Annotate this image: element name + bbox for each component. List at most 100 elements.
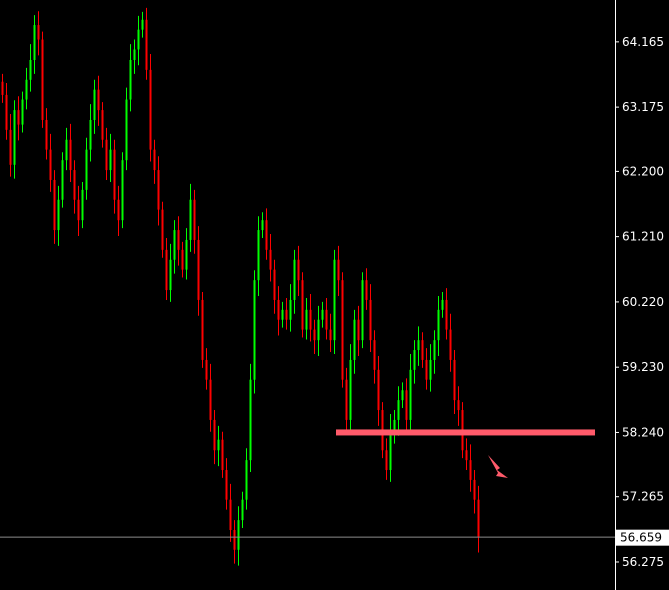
candle-body bbox=[301, 280, 304, 330]
candle-body bbox=[1, 81, 4, 95]
current-price-box bbox=[616, 529, 669, 546]
candle-body bbox=[205, 359, 208, 380]
candle-body bbox=[9, 129, 12, 165]
candle-body bbox=[329, 329, 332, 341]
candle-body bbox=[153, 149, 156, 171]
candle-body bbox=[281, 309, 284, 320]
tick-label: 59.230 bbox=[622, 360, 664, 374]
candle-body bbox=[225, 470, 228, 500]
candle-body bbox=[409, 369, 412, 420]
candle-body bbox=[113, 149, 116, 200]
candle-body bbox=[101, 110, 104, 140]
candle-body bbox=[417, 340, 420, 351]
candle-body bbox=[149, 69, 152, 150]
candle-body bbox=[21, 99, 24, 125]
candle-body bbox=[413, 350, 416, 370]
candle-body bbox=[309, 309, 312, 330]
candle-body bbox=[105, 139, 108, 171]
candle-body bbox=[237, 520, 240, 550]
down-arrow-icon bbox=[488, 455, 508, 478]
candle-body bbox=[61, 160, 64, 200]
candle-body bbox=[393, 419, 396, 430]
candle-body bbox=[209, 379, 212, 420]
support-line[interactable] bbox=[336, 429, 595, 436]
candle-body bbox=[241, 499, 244, 521]
candle-body bbox=[469, 460, 472, 480]
candle-body bbox=[97, 89, 100, 111]
candle-body bbox=[169, 259, 172, 291]
candle-body bbox=[369, 299, 372, 341]
candle-body bbox=[289, 299, 292, 320]
candle-body bbox=[445, 299, 448, 330]
candle-body bbox=[257, 230, 260, 281]
candle-body bbox=[425, 359, 428, 380]
candle-body bbox=[69, 139, 72, 171]
candle-body bbox=[217, 439, 220, 451]
candle-body bbox=[273, 269, 276, 300]
candle-body bbox=[261, 220, 264, 231]
candle-body bbox=[333, 259, 336, 341]
candle-body bbox=[45, 119, 48, 150]
candle-body bbox=[345, 379, 348, 420]
candle-body bbox=[125, 99, 128, 161]
candle-body bbox=[181, 249, 184, 270]
candle-body bbox=[465, 450, 468, 461]
candle-body bbox=[325, 309, 328, 330]
candle-body bbox=[189, 199, 192, 240]
candle-body bbox=[349, 359, 352, 420]
candle-body bbox=[285, 309, 288, 320]
candle-body bbox=[341, 280, 344, 380]
candles bbox=[1, 7, 480, 566]
candle-body bbox=[29, 59, 32, 80]
candle-body bbox=[41, 39, 44, 120]
candle-body bbox=[405, 390, 408, 420]
candle-body bbox=[357, 319, 360, 341]
candle-body bbox=[401, 390, 404, 401]
candle-body bbox=[165, 249, 168, 291]
candle-body bbox=[397, 400, 400, 420]
candle-body bbox=[353, 319, 356, 360]
candle-body bbox=[433, 340, 436, 360]
candle-body bbox=[337, 259, 340, 281]
candle-body bbox=[13, 110, 16, 165]
candle-body bbox=[81, 189, 84, 221]
candle-body bbox=[49, 149, 52, 180]
candle-body bbox=[389, 429, 392, 471]
candle-body bbox=[137, 29, 140, 50]
tick-label: 61.210 bbox=[622, 230, 664, 244]
candle-body bbox=[85, 149, 88, 190]
candle-body bbox=[73, 170, 76, 200]
tick-label: 60.220 bbox=[622, 295, 664, 309]
candle-body bbox=[265, 220, 268, 250]
candle-body bbox=[249, 379, 252, 461]
candle-body bbox=[277, 299, 280, 320]
candle-body bbox=[385, 450, 388, 471]
candle-body bbox=[173, 230, 176, 260]
candle-body bbox=[449, 329, 452, 360]
candle-body bbox=[441, 299, 444, 310]
tick-label: 62.200 bbox=[622, 164, 664, 178]
candle-body bbox=[193, 199, 196, 240]
candle-body bbox=[117, 199, 120, 221]
candle-body bbox=[233, 530, 236, 550]
candle-body bbox=[197, 239, 200, 300]
candle-body bbox=[37, 25, 40, 40]
candle-body bbox=[229, 499, 232, 531]
candle-body bbox=[77, 199, 80, 221]
candle-body bbox=[133, 49, 136, 60]
candle-body bbox=[145, 19, 148, 70]
candle-body bbox=[321, 309, 324, 320]
candle-body bbox=[421, 340, 424, 360]
candle-body bbox=[245, 460, 248, 500]
price-axis: 64.165 63.175 62.200 61.210 60.220 59.230 58.2… bbox=[615, 35, 664, 569]
tick-label: 56.275 bbox=[622, 555, 664, 569]
candle-body bbox=[201, 299, 204, 360]
candle-body bbox=[161, 209, 164, 250]
candle-body bbox=[17, 110, 20, 125]
candle-body bbox=[129, 59, 132, 100]
candle-body bbox=[121, 160, 124, 221]
candle-body bbox=[221, 439, 224, 471]
candle-body bbox=[373, 340, 376, 370]
